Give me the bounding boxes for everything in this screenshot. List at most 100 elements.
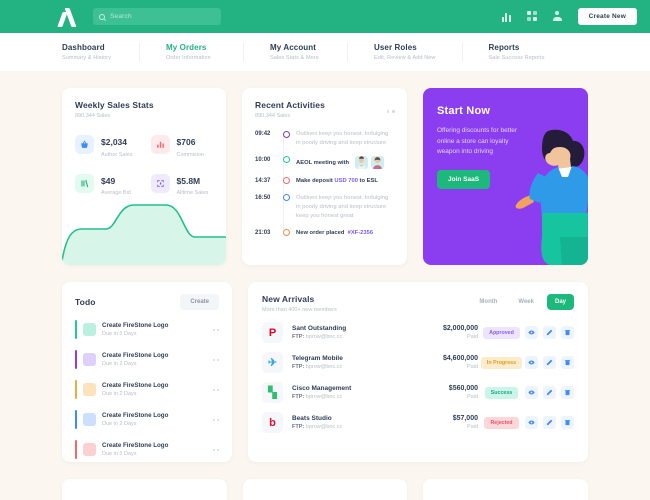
stat-author-sales: $2,034 Author Sales [75, 132, 151, 158]
user-icon[interactable] [552, 11, 563, 22]
view-icon[interactable] [525, 386, 538, 399]
status-badge: Approved [483, 326, 520, 339]
logo-mark[interactable] [57, 7, 81, 27]
columns-icon [75, 173, 94, 193]
table-row[interactable]: P Sant Outstanding FTP: bprow@bnc.cc $2,… [262, 322, 574, 343]
activity-dot-icon [283, 177, 291, 185]
table-row[interactable]: ✈ Telegram Mobile FTP: bprow@bnc.cc $4,6… [262, 352, 574, 373]
todo-item-title: Create FireStone Logo [102, 322, 169, 329]
delete-icon[interactable] [561, 416, 574, 429]
activity-highlight[interactable]: USD 700 [334, 177, 358, 184]
todo-text: Create FireStone Logo Due in 2 Days [102, 352, 207, 367]
bar-chart-icon[interactable] [501, 11, 513, 22]
row-ftp-label: FTP: [292, 364, 305, 371]
stat-commision: $706 Commision [150, 132, 227, 158]
bottom-card-2[interactable] [242, 479, 408, 500]
row-ftp: FTP: bprow@bnc.cc [292, 364, 400, 370]
more-dots-icon[interactable] [212, 388, 219, 391]
delete-icon[interactable] [561, 386, 574, 399]
dashboard-top-row: Weekly Sales Stats 890,344 Sales $2,034 … [62, 88, 588, 265]
edit-icon[interactable] [543, 386, 556, 399]
row-paid: Paid [466, 424, 478, 431]
activity-text: AEOL meeting with [296, 160, 350, 166]
bar-chart-icon [150, 135, 170, 155]
list-item[interactable]: Create FireStone Logo Due in 2 Days [75, 320, 219, 339]
new-arrivals-title: New Arrivals [262, 294, 315, 304]
row-title: Beats Studio [292, 414, 332, 422]
status-badge: In Progress [480, 356, 523, 369]
list-item[interactable]: Create FireStone Logo Due in 2 Days [75, 410, 219, 429]
more-dots-icon[interactable] [212, 448, 219, 451]
stat-label: Author Sales [101, 151, 133, 158]
stat-value: $706 [176, 137, 196, 147]
nav-item-my-orders[interactable]: My Orders Order Information [166, 43, 244, 61]
activity-text: Outlines keep you honest. Indulging in p… [296, 131, 389, 146]
row-ftp-label: FTP: [292, 424, 305, 431]
row-title: Cisco Management [292, 384, 352, 392]
table-row[interactable]: b Beats Studio FTP: bprow@bnc.cc $57,000… [262, 412, 574, 433]
search-input[interactable]: Search [93, 8, 221, 25]
more-dots-icon[interactable] [212, 418, 219, 421]
edit-icon[interactable] [543, 416, 556, 429]
stat-average-bid: $49 Average Bid [75, 171, 151, 197]
activity-text: Make deposit [296, 177, 333, 184]
list-item[interactable]: Create FireStone Logo Due in 2 Days [75, 440, 219, 459]
bottom-card-3[interactable] [423, 479, 589, 500]
delete-icon[interactable] [561, 356, 574, 369]
todo-color-bar [75, 380, 77, 399]
main-nav: Dashboard Summary & History My Orders Or… [0, 33, 650, 71]
activity-item: 14:37 Make deposit USD 700 to ESL [255, 177, 394, 186]
stat-label: Alltime Sales [176, 190, 209, 196]
list-item[interactable]: Create FireStone Logo Due in 2 Days [75, 350, 219, 369]
woman-walking-illustration [515, 129, 588, 265]
list-item[interactable]: Create FireStone Logo Due in 2 Days [75, 380, 219, 399]
todo-create-button[interactable]: Create [180, 294, 219, 310]
filter-month[interactable]: Month [471, 294, 505, 310]
row-price: $57,000 [452, 414, 478, 422]
todo-swatch-icon [83, 323, 96, 336]
activity-item: 16:50 Outlines keep you honest. Indulgin… [255, 194, 394, 221]
nav-item-dashboard[interactable]: Dashboard Summary & History [62, 43, 140, 61]
activity-highlight[interactable]: #XF-2356 [347, 229, 374, 236]
row-ftp: FTP: bprow@bnc.cc [292, 424, 400, 430]
avatar [354, 155, 368, 169]
bottom-card-1[interactable] [62, 479, 227, 500]
more-dots-icon[interactable] [212, 358, 219, 361]
view-icon[interactable] [525, 326, 538, 339]
row-price: $560,000 [448, 384, 478, 392]
new-arrivals-rows: P Sant Outstanding FTP: bprow@bnc.cc $2,… [262, 322, 574, 433]
row-ftp-value: bprow@bnc.cc [305, 364, 343, 371]
activity-item: 10:00 AEOL meeting with [255, 155, 394, 169]
edit-icon[interactable] [543, 326, 556, 339]
todo-swatch-icon [83, 353, 96, 366]
bottom-cards-row [62, 479, 589, 500]
topbar-icons [501, 11, 563, 22]
view-icon[interactable] [525, 416, 538, 429]
more-dots-icon[interactable] [212, 328, 219, 331]
nav-item-user-roles[interactable]: User Roles Edit, Review & Add New [374, 43, 463, 61]
new-arrivals-card: New Arrivals More than 400+ new members … [248, 282, 588, 462]
activity-text-wrap: AEOL meeting with [296, 155, 394, 169]
join-saas-button[interactable]: Join SaaS [436, 170, 491, 190]
todo-title: Todo [75, 297, 96, 307]
todo-item-due: Due in 2 Days [102, 451, 137, 457]
filter-day[interactable]: Day [546, 294, 574, 310]
delete-icon[interactable] [561, 326, 574, 339]
activity-time: 10:00 [255, 156, 271, 163]
edit-icon[interactable] [543, 356, 556, 369]
nav-item-my-account[interactable]: My Account Sales Stats & More [270, 43, 348, 61]
view-icon[interactable] [525, 356, 538, 369]
table-row[interactable]: ▚ Cisco Management FTP: bprow@bnc.cc $56… [262, 382, 574, 403]
stat-text: $49 Average Bid [101, 171, 131, 197]
grid-icon[interactable] [526, 11, 538, 22]
nav-item-reports[interactable]: Reports Sale Success Reports [489, 43, 571, 61]
row-amount-cell: $57,000 Paid [400, 415, 478, 431]
create-new-button[interactable]: Create New [577, 8, 637, 25]
activity-time: 09:42 [255, 131, 271, 137]
more-dots-icon[interactable] [386, 110, 395, 113]
filter-week[interactable]: Week [510, 294, 542, 310]
row-ftp: FTP: bprow@bnc.cc [292, 394, 400, 400]
frame-icon [150, 173, 170, 193]
todo-color-bar [75, 320, 77, 339]
weekly-sales-card: Weekly Sales Stats 890,344 Sales $2,034 … [62, 88, 227, 265]
